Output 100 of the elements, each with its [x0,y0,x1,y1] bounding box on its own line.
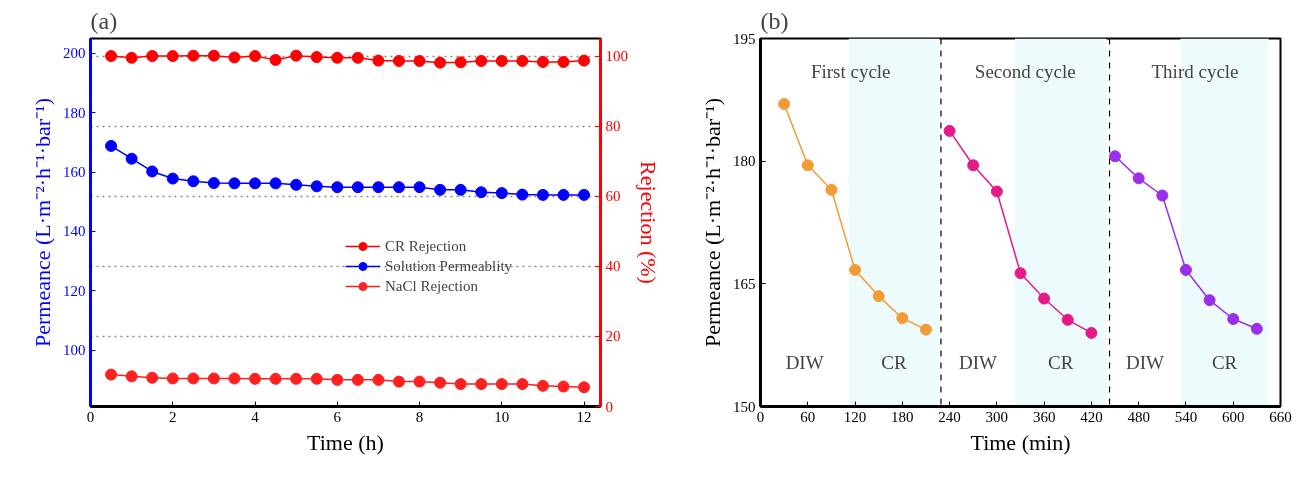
point [1156,189,1169,202]
point [269,53,282,66]
y-axis-title: Permeance (L·m⁻²·h⁻¹·bar⁻¹) [30,97,55,348]
y-tick-label: 120 [63,282,86,299]
point [1203,294,1216,307]
point [207,177,220,190]
point [269,177,282,190]
x-tick-label: 0 [86,408,95,425]
point [351,51,364,64]
point [475,186,488,199]
point [331,373,344,386]
point [207,372,220,385]
point [249,50,262,63]
point [434,183,447,196]
x-tick-label: 240 [938,408,961,425]
point [249,177,262,190]
point [228,177,241,190]
point [1109,150,1122,163]
y-tick-label: 165 [733,275,756,292]
point [919,323,932,336]
point [351,373,364,386]
point [310,51,323,64]
point [578,54,591,67]
point [413,54,426,67]
x-tick-label: 660 [1269,408,1292,425]
point [1038,292,1051,305]
point [372,373,385,386]
point [310,180,323,193]
x-tick-label: 300 [985,408,1009,425]
annotation: Third cycle [1151,61,1239,83]
annotation: First cycle [810,61,891,83]
y2-tick-label: 60 [605,188,621,205]
annotation: Second cycle [974,61,1076,83]
point [310,372,323,385]
point [331,181,344,194]
point [372,54,385,67]
point [557,188,570,201]
point [331,51,344,64]
x-tick-label: 360 [1032,408,1056,425]
x-tick-label: 10 [494,408,510,425]
point [896,312,909,325]
annotation: DIW [958,351,998,373]
x-tick-label: 6 [333,408,342,425]
point [249,372,262,385]
y2-axis-title: Rejection (%) [636,161,661,284]
point [207,49,220,62]
point [967,159,980,172]
point [105,139,118,152]
x-tick-label: 4 [251,408,260,425]
point [1132,172,1145,185]
point [290,372,303,385]
point [454,56,467,69]
legend-label: NaCl Rejection [385,277,478,295]
x-axis-title: Time (h) [307,429,384,455]
point [372,181,385,194]
point [536,188,549,201]
y-tick-label: 140 [63,223,86,240]
point [413,181,426,194]
y-tick-label: 100 [63,342,86,359]
point [454,378,467,391]
y-tick-label: 150 [733,398,756,415]
point [536,379,549,392]
point [778,97,791,110]
x-tick-label: 180 [891,408,914,425]
point [990,185,1003,198]
annotation: DIW [1125,351,1165,373]
point [849,263,862,276]
annotation: DIW [785,351,824,373]
point [495,187,508,200]
point [228,372,241,385]
point [351,181,364,194]
chart-title: (a) [90,7,118,34]
annotation: CR [1211,351,1238,373]
point [105,50,118,63]
point [187,49,200,62]
point [536,55,549,68]
point [125,51,138,64]
point [187,175,200,188]
point [146,165,159,178]
point [413,375,426,388]
point [166,50,179,63]
point [495,378,508,391]
legend-label: Solution Permeablity [385,257,513,275]
point [475,378,488,391]
y-tick-label: 160 [63,164,86,181]
x-tick-label: 60 [800,408,816,425]
point [166,372,179,385]
x-tick-label: 12 [576,408,592,425]
x-tick-label: 540 [1174,408,1198,425]
point [557,380,570,393]
point [1179,263,1192,276]
x-tick-label: 8 [415,408,424,425]
legend-label: CR Rejection [385,237,467,255]
point [825,183,838,196]
y2-tick-label: 40 [605,258,621,275]
y-axis-title: Permeance (L·m⁻²·h⁻¹·bar⁻¹) [700,97,725,348]
point [392,181,405,194]
x-tick-label: 600 [1221,408,1245,425]
point [516,54,529,67]
point [187,372,200,385]
